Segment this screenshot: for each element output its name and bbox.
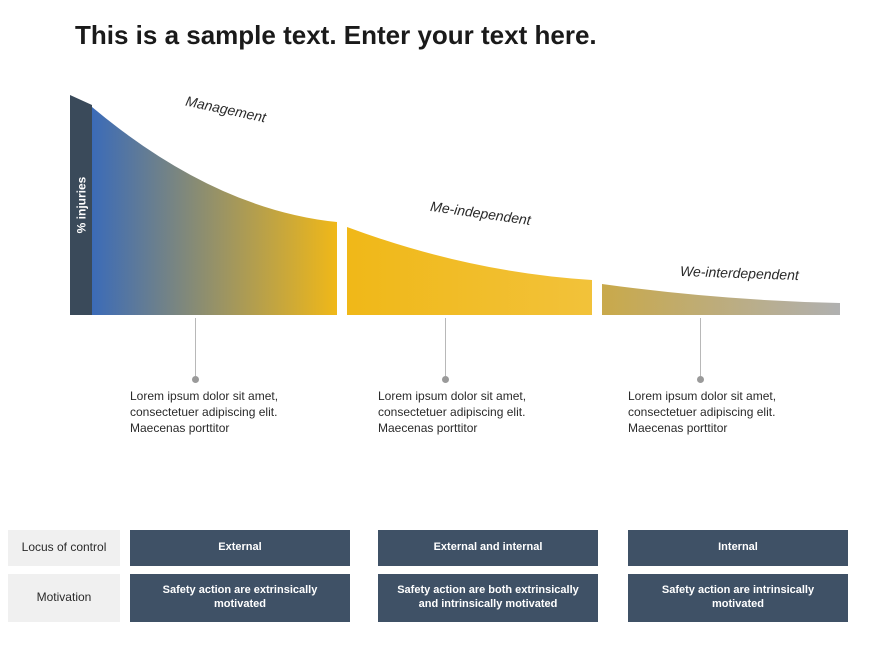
page-title: This is a sample text. Enter your text h…: [75, 20, 597, 51]
y-axis-label: % injuries: [74, 177, 88, 234]
curve-wedge-2: [602, 95, 840, 317]
callout-dot-1: [442, 376, 449, 383]
callout-dot-2: [697, 376, 704, 383]
column-description-0: Lorem ipsum dolor sit amet, consectetuer…: [130, 388, 330, 437]
cell-row1-col0: Safety action are extrinsically motivate…: [130, 574, 350, 622]
column-description-1: Lorem ipsum dolor sit amet, consectetuer…: [378, 388, 578, 437]
y-axis-strip: % injuries: [70, 95, 92, 315]
cell-row0-col0: External: [130, 530, 350, 566]
callout-line-2: [700, 318, 701, 376]
callout-dot-0: [192, 376, 199, 383]
column-description-2: Lorem ipsum dolor sit amet, consectetuer…: [628, 388, 828, 437]
cell-row1-col2: Safety action are intrinsically motivate…: [628, 574, 848, 622]
row-label-1: Motivation: [8, 574, 120, 622]
callout-line-1: [445, 318, 446, 376]
row-label-0: Locus of control: [8, 530, 120, 566]
injury-curve-chart: % injuries ManagementMe-independentWe-in…: [70, 95, 840, 325]
callout-line-0: [195, 318, 196, 376]
cell-row0-col1: External and internal: [378, 530, 598, 566]
cell-row1-col1: Safety action are both extrinsically and…: [378, 574, 598, 622]
cell-row0-col2: Internal: [628, 530, 848, 566]
curve-wedge-0: [92, 95, 337, 317]
